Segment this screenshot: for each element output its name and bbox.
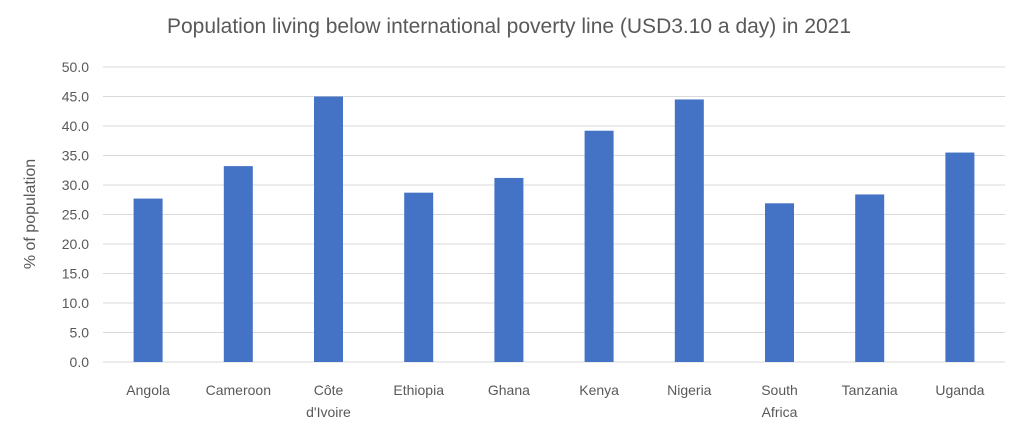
- y-tick-label: 0.0: [70, 354, 90, 370]
- y-tick-label: 30.0: [62, 177, 89, 193]
- y-tick-label: 25.0: [62, 207, 89, 223]
- bar: [765, 203, 794, 362]
- bar: [133, 198, 163, 362]
- y-tick-label: 35.0: [62, 148, 89, 164]
- x-tick-label: Ghana: [488, 382, 530, 398]
- y-tick-label: 40.0: [62, 118, 89, 134]
- bar: [945, 152, 975, 362]
- y-tick-label: 10.0: [62, 295, 89, 311]
- bars: [133, 96, 975, 362]
- y-tick-label: 15.0: [62, 266, 89, 282]
- y-tick-label: 5.0: [70, 325, 90, 341]
- y-tick-label: 45.0: [62, 89, 89, 105]
- gridlines: [103, 66, 1005, 363]
- x-tick-label: Angola: [126, 382, 170, 398]
- x-tick-label: Côte d'Ivoire: [306, 382, 351, 420]
- x-tick-label: Ethiopia: [393, 382, 444, 398]
- y-axis-title: % of population: [22, 159, 39, 269]
- y-tick-label: 20.0: [62, 236, 89, 252]
- bar: [494, 177, 524, 362]
- x-tick-label: Kenya: [579, 382, 619, 398]
- x-tick-label: Uganda: [935, 382, 984, 398]
- bar: [584, 130, 614, 362]
- bar: [674, 99, 704, 362]
- bar: [404, 192, 434, 362]
- bar: [223, 166, 253, 362]
- x-axis-ticks: Angola Cameroon Côte d'Ivoire Ethiopia Ghana K…: [126, 382, 984, 420]
- bar: [314, 96, 343, 362]
- y-tick-label: 50.0: [62, 59, 89, 75]
- bar: [855, 194, 885, 362]
- x-tick-label: Tanzania: [842, 382, 898, 398]
- x-tick-label: Cameroon: [206, 382, 271, 398]
- x-tick-label: South Africa: [761, 382, 798, 420]
- y-axis-ticks: 0.0 5.0 10.0 15.0 20.0 25.0 30.0 35.0 40.0 45.0 50…: [62, 59, 89, 370]
- x-tick-label: Nigeria: [667, 382, 712, 398]
- chart-title: Population living below international po…: [167, 15, 851, 38]
